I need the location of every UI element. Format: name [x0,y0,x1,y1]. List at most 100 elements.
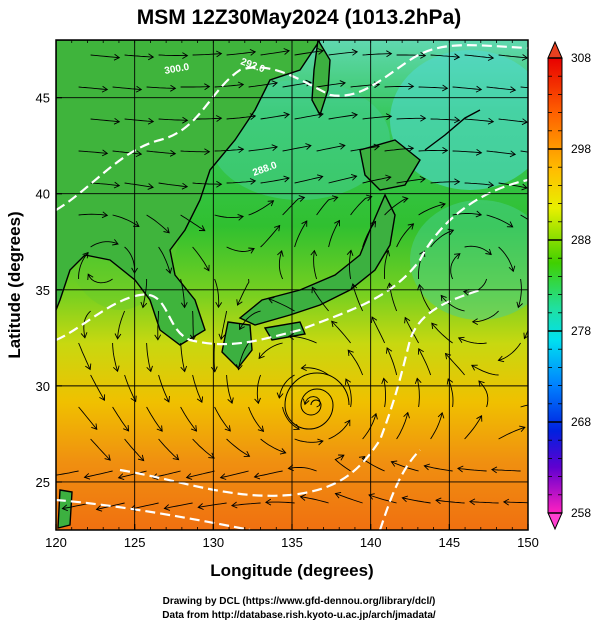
streamline-arrow [454,253,461,260]
streamline [396,412,409,440]
streamline [214,278,220,308]
streamline [362,176,391,184]
streamline [464,245,492,255]
streamline [424,465,453,472]
streamline-arrow [117,473,125,481]
streamline [78,150,108,154]
streamline [498,54,528,59]
streamline [452,150,482,154]
streamline-arrow [151,473,159,480]
wind-streamlines [56,48,528,512]
streamline [237,278,250,306]
streamline-arrow [487,181,495,189]
streamline-arrow [147,53,155,61]
streamline-arrow [249,113,257,120]
streamline-arrow [237,146,245,154]
streamline-arrow [271,144,278,152]
streamline [213,342,216,372]
streamline [458,337,487,344]
streamline-arrow [204,83,211,91]
y-axis: 25 30 35 40 45 [36,91,62,490]
x-tick-label: 125 [124,535,146,550]
streamline [391,461,419,472]
streamline-arrow [420,114,427,122]
streamline [396,117,426,120]
streamline-arrow [218,333,226,341]
streamline-arrow [83,473,91,480]
streamline [157,310,160,340]
streamline-arrow [82,251,89,259]
streamline [84,470,113,478]
streamline [146,150,176,155]
streamline [316,82,346,88]
streamline [396,178,426,184]
x-tick-label: 135 [281,535,303,550]
credit-drawing: Drawing by DCL (https://www.gfd-dennou.o… [163,596,436,607]
streamline-arrow [371,316,378,323]
streamline [491,469,521,472]
y-tick-label: 45 [36,91,50,106]
streamline-arrow [163,395,170,403]
colorbar-tick-label: 278 [571,324,591,338]
streamline [347,349,364,376]
streamline-arrow [334,219,340,227]
streamline [248,82,278,88]
streamline [328,220,340,248]
streamline-arrow [208,452,215,459]
streamline [226,374,233,404]
streamline [130,502,159,510]
streamline [192,182,222,185]
streamline [146,86,176,89]
streamline [124,374,137,402]
streamline-arrow [172,454,180,461]
streamline-arrow [446,378,454,385]
colorbar-tick-label: 258 [571,506,591,520]
streamline-arrow [267,297,275,304]
streamline [90,118,120,123]
x-tick-label: 130 [202,535,224,550]
streamline-arrow [365,194,373,202]
streamline-arrow [519,425,526,432]
streamline [265,501,295,504]
streamline [345,378,352,408]
streamline [214,214,244,219]
streamline [418,284,431,312]
streamline-arrow [417,283,424,291]
streamline-arrow [317,438,324,446]
streamline [260,225,281,248]
streamline [198,502,227,508]
streamline [254,470,283,478]
streamline-arrow [135,85,143,93]
kyushu [221,321,253,370]
streamline-arrow [274,224,281,232]
streamline [430,54,460,58]
streamline-arrow [404,316,411,324]
streamline-arrow [163,504,171,511]
streamline-arrow [249,178,257,185]
colorbar-min-arrow [547,512,563,531]
streamline [158,438,179,461]
streamline [146,342,152,372]
streamline-arrow [431,322,438,330]
streamline [471,364,499,376]
streamline-arrow [203,264,210,272]
streamline-arrow [521,118,528,126]
streamline-arrow [310,249,318,257]
streamline [328,51,358,56]
streamline [220,310,228,340]
streamline [239,310,261,330]
streamline [294,438,323,443]
streamline-arrow [339,80,346,87]
streamline-arrow [182,116,189,124]
mainland [56,40,321,346]
streamline [362,221,376,248]
streamline-arrow [457,336,465,343]
streamline-arrow [80,332,88,339]
streamline [418,149,448,152]
streamline-arrow [506,221,514,228]
streamline-arrow [386,50,393,58]
streamline [78,86,108,91]
streamline-arrow [147,117,155,125]
streamline-arrow [408,83,415,90]
streamline [498,182,528,189]
